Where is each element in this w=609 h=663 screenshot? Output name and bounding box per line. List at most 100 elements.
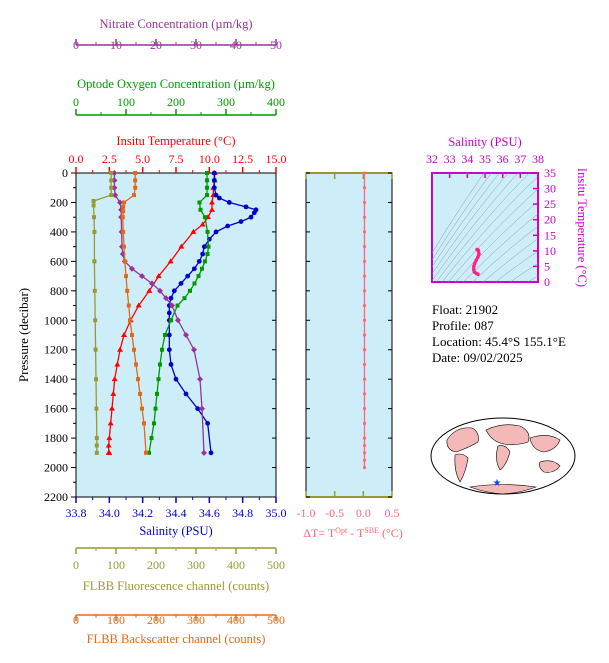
world-map-land bbox=[446, 427, 479, 453]
nitrate-data-point bbox=[112, 192, 119, 199]
backscatter-data-point bbox=[144, 450, 148, 455]
oxygen-data-point bbox=[205, 193, 209, 198]
salinity-data-point bbox=[216, 195, 222, 201]
salinity-data-point bbox=[200, 251, 206, 257]
backscatter-tick-label: 200 bbox=[147, 613, 165, 627]
fluorescence-data-point bbox=[91, 203, 96, 208]
delta-t-data-point bbox=[362, 421, 367, 425]
oxygen-tick-label: 300 bbox=[217, 95, 235, 109]
ts-salinity-tick-label: 38 bbox=[532, 152, 544, 166]
date-text: Date: 09/02/2025 bbox=[432, 350, 523, 365]
salinity-data-point bbox=[183, 391, 189, 397]
salinity-data-point bbox=[226, 200, 232, 205]
salinity-data-point bbox=[196, 258, 202, 264]
ts-data-point bbox=[474, 258, 478, 263]
oxygen-data-point bbox=[147, 450, 151, 455]
nitrate-data-point bbox=[191, 346, 197, 353]
ts-density-contour bbox=[432, 173, 500, 268]
backscatter-data-point bbox=[128, 318, 132, 323]
backscatter-tick-label: 300 bbox=[187, 613, 205, 627]
temperature-data-point bbox=[146, 287, 153, 293]
temperature-data-point bbox=[199, 221, 206, 227]
temperature-tick-label: 0.0 bbox=[69, 152, 84, 166]
nitrate-data-point bbox=[199, 405, 205, 412]
delta-t-data-point bbox=[362, 443, 367, 448]
oxygen-data-point bbox=[152, 421, 156, 426]
ts-temperature-tick-label: 30 bbox=[544, 182, 556, 196]
oxygen-data-point bbox=[203, 215, 207, 220]
temperature-tick-label: 5.0 bbox=[135, 152, 150, 166]
backscatter-data-point bbox=[138, 391, 142, 396]
temperature-tick-label: 10.0 bbox=[199, 152, 220, 166]
backscatter-tick-label: 0 bbox=[73, 613, 79, 627]
salinity-data-point bbox=[195, 406, 201, 412]
backscatter-data-point bbox=[122, 259, 127, 264]
oxygen-data-point bbox=[200, 266, 204, 271]
oxygen-data-point bbox=[153, 406, 158, 411]
salinity-axis-label: Salinity (PSU) bbox=[139, 524, 212, 538]
oxygen-data-point bbox=[203, 259, 207, 264]
fluorescence-data-point bbox=[109, 178, 114, 183]
backscatter-data-point bbox=[140, 406, 144, 411]
backscatter-data-point bbox=[130, 333, 134, 337]
delta-t-data-point bbox=[362, 348, 367, 352]
oxygen-axis-label: Optode Oxygen Concentration (µm/kg) bbox=[77, 77, 275, 91]
nitrate-tick-label: 40 bbox=[230, 38, 242, 52]
ts-density-contour bbox=[463, 213, 538, 282]
ts-temperature-tick-label: 0 bbox=[544, 275, 550, 289]
ts-data-point bbox=[477, 252, 481, 256]
fluorescence-tick-label: 300 bbox=[187, 558, 205, 572]
profile-plot-area bbox=[75, 172, 277, 498]
oxygen-data-point bbox=[175, 303, 180, 308]
nitrate-data-point bbox=[129, 265, 135, 272]
fluorescence-data-point bbox=[92, 259, 97, 264]
world-map-land bbox=[485, 424, 530, 445]
ts-temperature-tick-label: 15 bbox=[544, 228, 556, 242]
backscatter-tick-label: 100 bbox=[107, 613, 125, 627]
fluorescence-data-point bbox=[92, 229, 97, 234]
temperature-data-point bbox=[111, 376, 118, 382]
pressure-tick-label: 600 bbox=[50, 254, 68, 268]
world-map-land bbox=[496, 445, 511, 471]
ts-temperature-tick-label: 25 bbox=[544, 197, 556, 211]
ts-density-contour bbox=[441, 176, 538, 282]
salinity-data-point bbox=[166, 310, 172, 316]
ts-temperature-axis-label: Insitu Temperature (°C) bbox=[575, 168, 589, 287]
pressure-tick-label: 1200 bbox=[44, 343, 68, 357]
delta-t-axis-label: ΔT= TOpt - TSBE (°C) bbox=[303, 526, 403, 541]
salinity-data-point bbox=[168, 295, 174, 301]
salinity-tick-label: 34.2 bbox=[132, 506, 153, 520]
pressure-tick-label: 1600 bbox=[44, 402, 68, 416]
oxygen-data-point bbox=[188, 288, 192, 293]
delta-t-data-point bbox=[362, 436, 367, 440]
ts-salinity-tick-label: 35 bbox=[479, 152, 491, 166]
temperature-tick-label: 7.5 bbox=[169, 152, 184, 166]
oxygen-tick-label: 400 bbox=[267, 95, 285, 109]
salinity-data-point bbox=[201, 244, 207, 250]
ts-density-contour bbox=[432, 173, 509, 275]
oxygen-data-point bbox=[149, 436, 154, 441]
world-map-land bbox=[539, 460, 561, 473]
oxygen-data-point bbox=[182, 296, 187, 301]
salinity-data-point bbox=[173, 376, 179, 382]
delta-t-data-point bbox=[362, 392, 367, 396]
oxygen-data-point bbox=[205, 229, 210, 234]
temperature-tick-label: 2.5 bbox=[102, 152, 117, 166]
world-map-land bbox=[529, 435, 561, 453]
salinity-data-point bbox=[213, 192, 219, 198]
backscatter-data-point bbox=[132, 193, 136, 198]
salinity-tick-label: 34.8 bbox=[232, 506, 253, 520]
profile-number-text: Profile: 087 bbox=[432, 318, 494, 333]
delta-t-data-point bbox=[362, 215, 367, 219]
oxygen-data-point bbox=[156, 377, 161, 382]
temperature-data-point bbox=[190, 228, 197, 234]
salinity-data-point bbox=[166, 347, 172, 353]
ts-temperature-tick-label: 20 bbox=[544, 213, 556, 227]
temperature-data-point bbox=[178, 243, 185, 249]
salinity-data-point bbox=[243, 204, 249, 210]
nitrate-data-point bbox=[201, 449, 207, 456]
nitrate-data-point bbox=[169, 302, 175, 309]
temperature-data-point bbox=[209, 199, 215, 205]
salinity-data-point bbox=[185, 273, 191, 279]
